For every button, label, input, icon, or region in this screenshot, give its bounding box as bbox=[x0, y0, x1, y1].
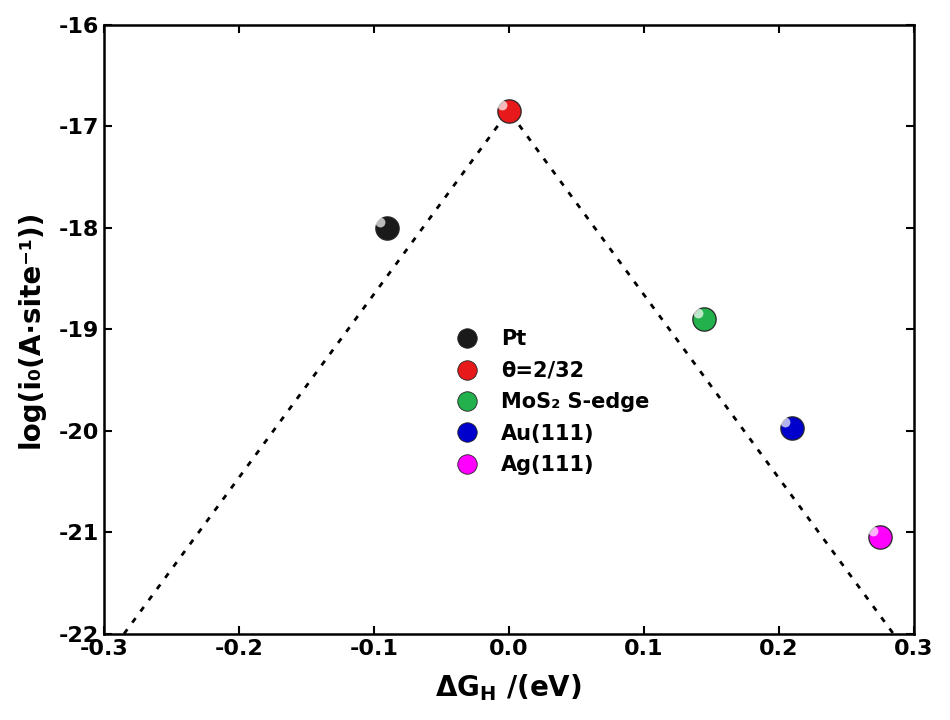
Point bbox=[865, 526, 881, 537]
Point bbox=[501, 105, 516, 117]
Point bbox=[785, 422, 800, 433]
X-axis label: $\mathbf{\Delta G_H}$ $\mathbf{/(eV)}$: $\mathbf{\Delta G_H}$ $\mathbf{/(eV)}$ bbox=[435, 672, 582, 703]
Point bbox=[380, 222, 395, 233]
Point bbox=[501, 105, 516, 117]
Point bbox=[872, 531, 887, 543]
Point bbox=[778, 416, 793, 428]
Y-axis label: log(i₀(A·site⁻¹)): log(i₀(A·site⁻¹)) bbox=[17, 210, 45, 449]
Point bbox=[380, 222, 395, 233]
Point bbox=[494, 99, 509, 111]
Point bbox=[785, 422, 800, 433]
Legend: Pt, θ=2/32, MoS₂ S-edge, Au(111), Ag(111): Pt, θ=2/32, MoS₂ S-edge, Au(111), Ag(111… bbox=[438, 321, 657, 484]
Point bbox=[690, 307, 705, 319]
Point bbox=[373, 216, 389, 228]
Point bbox=[872, 531, 887, 543]
Point bbox=[697, 313, 712, 325]
Point bbox=[697, 313, 712, 325]
